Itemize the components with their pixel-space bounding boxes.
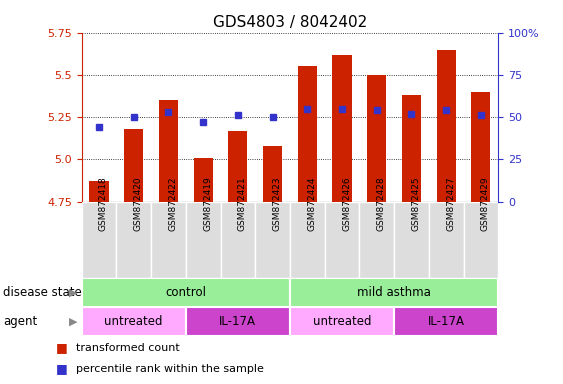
Bar <box>151 202 186 278</box>
Bar <box>394 202 429 278</box>
Bar <box>290 202 325 278</box>
Text: GSM872418: GSM872418 <box>99 177 108 231</box>
Bar <box>290 278 498 307</box>
Text: GSM872425: GSM872425 <box>412 177 421 231</box>
Bar <box>298 66 317 202</box>
Text: agent: agent <box>3 315 37 328</box>
Bar <box>333 55 351 202</box>
Text: ■: ■ <box>56 341 68 354</box>
Text: GSM872429: GSM872429 <box>481 177 490 231</box>
Bar <box>463 202 498 278</box>
Bar <box>186 307 290 336</box>
Text: GSM872426: GSM872426 <box>342 177 351 231</box>
Text: ■: ■ <box>56 362 68 375</box>
Bar <box>124 129 143 202</box>
Text: IL-17A: IL-17A <box>220 315 256 328</box>
Bar <box>255 202 290 278</box>
Text: mild asthma: mild asthma <box>357 286 431 299</box>
Bar <box>159 100 178 202</box>
Text: percentile rank within the sample: percentile rank within the sample <box>76 364 264 374</box>
Text: GSM872422: GSM872422 <box>168 177 177 231</box>
Text: GSM872428: GSM872428 <box>377 177 386 231</box>
Bar <box>359 202 394 278</box>
Text: GSM872419: GSM872419 <box>203 177 212 231</box>
Bar <box>325 202 359 278</box>
Text: untreated: untreated <box>105 315 163 328</box>
Bar <box>394 307 498 336</box>
Bar <box>186 202 221 278</box>
Bar <box>117 202 151 278</box>
Text: disease state: disease state <box>3 286 82 299</box>
Bar <box>82 278 290 307</box>
Text: ▶: ▶ <box>69 316 78 327</box>
Bar <box>437 50 455 202</box>
Text: untreated: untreated <box>313 315 371 328</box>
Bar <box>194 158 213 202</box>
Bar <box>471 92 490 202</box>
Bar <box>290 307 394 336</box>
Text: GSM872420: GSM872420 <box>133 177 142 231</box>
Bar <box>82 307 186 336</box>
Text: ▶: ▶ <box>69 288 78 298</box>
Title: GDS4803 / 8042402: GDS4803 / 8042402 <box>213 15 367 30</box>
Bar <box>263 146 282 202</box>
Text: transformed count: transformed count <box>76 343 180 353</box>
Bar <box>221 202 255 278</box>
Text: GSM872421: GSM872421 <box>238 177 247 231</box>
Text: IL-17A: IL-17A <box>428 315 464 328</box>
Text: GSM872423: GSM872423 <box>272 177 282 231</box>
Text: control: control <box>166 286 206 299</box>
Bar <box>429 202 463 278</box>
Bar <box>367 75 386 202</box>
Text: GSM872424: GSM872424 <box>307 177 316 231</box>
Bar <box>229 131 247 202</box>
Bar <box>402 95 421 202</box>
Text: GSM872427: GSM872427 <box>446 177 455 231</box>
Bar <box>82 202 117 278</box>
Bar <box>90 181 109 202</box>
